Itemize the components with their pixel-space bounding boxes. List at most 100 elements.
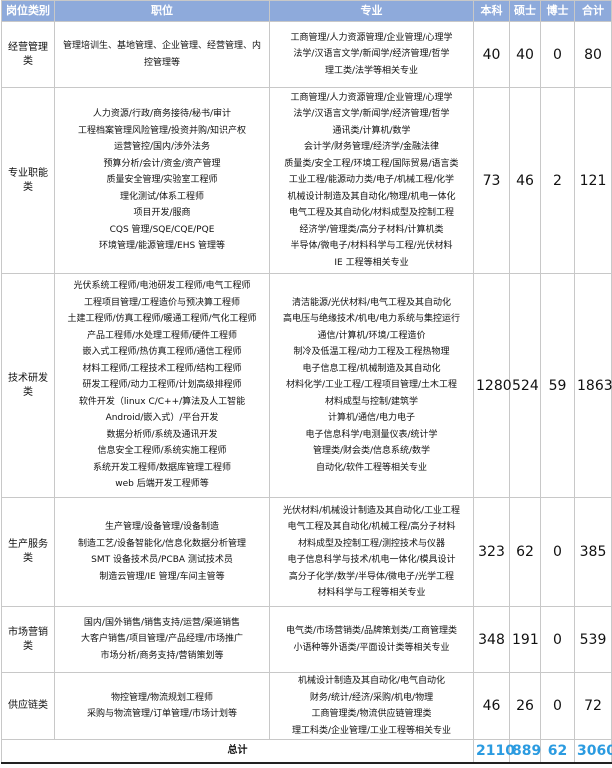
summary-row: 总计 2110 889 62 3060 (1, 739, 612, 763)
major-line: 材料成型及控制工程/测控技术与仪器 (297, 538, 446, 549)
major-line: 电气工程及其自动化/材料成型及控制工程 (288, 208, 455, 219)
category-cell: 技术研发类 (1, 273, 55, 498)
major-line: 清洁能源/光伏材料/电气工程及其自动化 (291, 297, 452, 308)
major-line: 管理类/财会类/信息系统/数学 (312, 446, 431, 457)
major-line: 工商管理类/物流供应链管理类 (311, 709, 432, 719)
total-count: 385 (574, 497, 612, 607)
position-line: 制造云管理/IE 管理/车间主管等 (99, 571, 225, 582)
total-count: 121 (574, 87, 612, 274)
category-cell: 经营管理类 (1, 21, 55, 88)
summary-total: 3060 (574, 739, 612, 763)
major-line: 电子信息工程/机械制造及其自动化 (302, 363, 441, 374)
total-count: 539 (574, 606, 612, 673)
position-line: 生产管理/设备管理/设备制造 (104, 522, 220, 532)
phd-count: 0 (540, 672, 575, 740)
phd-count: 2 (540, 87, 575, 274)
header-category: 岗位类别 (1, 0, 55, 22)
major-line: 小语种等外语类/平面设计类等相关专业 (293, 642, 450, 653)
major-line: 光伏材料/机械设计制造及其自动化/工业工程 (282, 505, 461, 516)
major-line: 理工类/法学等相关专业 (324, 65, 419, 76)
bachelor-count: 323 (473, 497, 510, 607)
position-line: 软件开发（linux C/C++/算法及人工智能 (78, 396, 246, 407)
major-line: 电子信息科学与技术/机电一体化/模具设计 (287, 555, 456, 565)
major-line: 电气工程及其自动化/机械工程/高分子材料 (287, 522, 456, 532)
position-line: 产品工程师/水处理工程师/硬件工程师 (86, 330, 238, 341)
header-phd: 博士 (540, 0, 575, 22)
major-line: 机械设计制造及其自动化/电气自动化 (297, 676, 446, 686)
position-line: 控管理等 (143, 57, 180, 68)
major-line: 法学/汉语言文学/新闻学/经济管理/哲学 (293, 109, 450, 120)
major-line: 自动化/软件工程等相关专业 (315, 462, 428, 473)
master-count: 62 (509, 497, 541, 607)
majors-cell: 机械设计制造及其自动化/电气自动化 财务/统计/经济/采购/机电/物理 工商管理类/… (269, 672, 474, 740)
position-line: 大客户销售/项目管理/产品经理/市场推广 (80, 634, 244, 645)
position-line: 预算分析/会计/资金/资产管理 (103, 158, 221, 169)
major-line: 制冷及低温工程/动力工程及工程热物理 (293, 347, 450, 358)
header-total: 合计 (574, 0, 612, 22)
position-line: 工程档案管理风险管理/投资并购/知识产权 (77, 125, 247, 136)
major-line: 工商管理/人力资源管理/企业管理/心理学 (290, 92, 453, 103)
position-line: 物控管理/物流规划工程师 (110, 692, 214, 703)
positions-cell: 国内/国外销售/销售支持/运营/渠道销售 大客户销售/项目管理/产品经理/市场推广… (54, 606, 270, 673)
major-line: 材料化学/工业工程/工程项目管理/土木工程 (285, 380, 458, 391)
table-row: 市场营销类 国内/国外销售/销售支持/运营/渠道销售 大客户销售/项目管理/产品经理… (1, 606, 612, 673)
table-row: 生产服务类 生产管理/设备管理/设备制造 制造工艺/设备智能化/信息化数据分析管理 S… (1, 497, 612, 607)
summary-phd: 62 (540, 739, 575, 763)
major-line: 法学/汉语言文学/新闻学/经济管理/哲学 (293, 49, 450, 60)
majors-cell: 清洁能源/光伏材料/电气工程及其自动化 高电压与绝缘技术/机电/电力系统与集控运行… (269, 273, 474, 498)
header-master: 硕士 (509, 0, 541, 22)
position-line: 信息安全工程师/系统实施工程师 (97, 446, 227, 457)
header-position: 职位 (54, 0, 270, 22)
major-line: 会计学/财务管理/经济学/金融法律 (303, 142, 440, 153)
position-line: 研发工程师/动力工程师/计划高级排程师 (82, 380, 242, 391)
header-major: 专业 (269, 0, 474, 22)
category-cell: 生产服务类 (1, 497, 55, 607)
majors-cell: 工商管理/人力资源管理/企业管理/心理学 法学/汉语言文学/新闻学/经济管理/哲学… (269, 21, 474, 88)
major-line: 经济学/管理类/高分子材料/计算机类 (299, 224, 444, 235)
major-line: IE 工程等相关专业 (334, 257, 409, 268)
master-count: 40 (509, 21, 541, 88)
position-line: 管理培训生、基地管理、企业管理、经营管理、内 (62, 41, 261, 51)
majors-cell: 光伏材料/机械设计制造及其自动化/工业工程 电气工程及其自动化/机械工程/高分子材… (269, 497, 474, 607)
position-line: 数据分析师/系统及通讯开发 (106, 429, 218, 440)
major-line: 工业工程/能源动力类/电子/机械工程/化学 (288, 175, 455, 186)
position-line: Android/嵌入式）/平台开发 (105, 413, 219, 424)
header-row: 岗位类别 职位 专业 本科 硕士 博士 合计 (1, 0, 612, 22)
table-row: 经营管理类 管理培训生、基地管理、企业管理、经营管理、内 控管理等 工商管理/人力资源… (1, 21, 612, 88)
summary-label: 总计 (1, 739, 474, 763)
summary-master: 889 (509, 739, 541, 763)
bachelor-count: 40 (473, 21, 510, 88)
category-cell: 市场营销类 (1, 606, 55, 673)
summary-bachelor: 2110 (473, 739, 515, 763)
major-line: 机械设计制造及其自动化/物理/机电一体化 (287, 191, 456, 202)
major-line: 高电压与绝缘技术/机电/电力系统与集控运行 (282, 314, 461, 325)
major-line: 材料科学与工程等相关专业 (317, 588, 426, 598)
master-count: 524 (509, 273, 541, 498)
bachelor-count: 348 (473, 606, 510, 673)
position-line: 系统开发工程师/数据库管理工程师 (92, 462, 232, 473)
header-bachelor: 本科 (473, 0, 510, 22)
total-count: 1863 (574, 273, 612, 498)
position-line: 材料工程师/工程技术工程师/结构工程师 (82, 363, 242, 374)
category-cell: 供应链类 (1, 672, 55, 740)
position-line: 采购与物流管理/订单管理/市场计划等 (86, 709, 238, 719)
category-cell: 专业职能类 (1, 87, 55, 274)
position-line: 国内/国外销售/销售支持/运营/渠道销售 (83, 617, 241, 628)
positions-cell: 光伏系统工程师/电池研发工程师/电气工程师 工程项目管理/工程造价与预决算工程师土… (54, 273, 270, 498)
table-row: 专业职能类 人力资源/行政/商务接待/秘书/审计 工程档案管理风险管理/投资并购/知… (1, 87, 612, 274)
major-line: 半导体/微电子/材料科学与工程/光伏材料 (290, 241, 453, 252)
positions-cell: 管理培训生、基地管理、企业管理、经营管理、内 控管理等 (54, 21, 270, 88)
position-line: 光伏系统工程师/电池研发工程师/电气工程师 (73, 281, 251, 292)
majors-cell: 电气类/市场营销类/品牌策划类/工商管理类 小语种等外语类/平面设计类等相关专业 (269, 606, 474, 673)
major-line: 电子信息科学/电测量仪表/统计学 (305, 429, 438, 440)
bachelor-count: 73 (473, 87, 510, 274)
phd-count: 0 (540, 21, 575, 88)
table-row: 供应链类 物控管理/物流规划工程师 采购与物流管理/订单管理/市场计划等 机械设计制造… (1, 672, 612, 740)
position-line: 运营管控/国内/涉外法务 (113, 142, 211, 153)
positions-cell: 物控管理/物流规划工程师采购与物流管理/订单管理/市场计划等 (54, 672, 270, 740)
major-line: 计算机/通信/电力电子 (327, 413, 416, 424)
total-count: 72 (574, 672, 612, 740)
major-line: 通信/计算机/环境/工程造价 (317, 330, 426, 341)
position-line: SMT 设备技术员/PCBA 测试技术员 (91, 555, 233, 565)
